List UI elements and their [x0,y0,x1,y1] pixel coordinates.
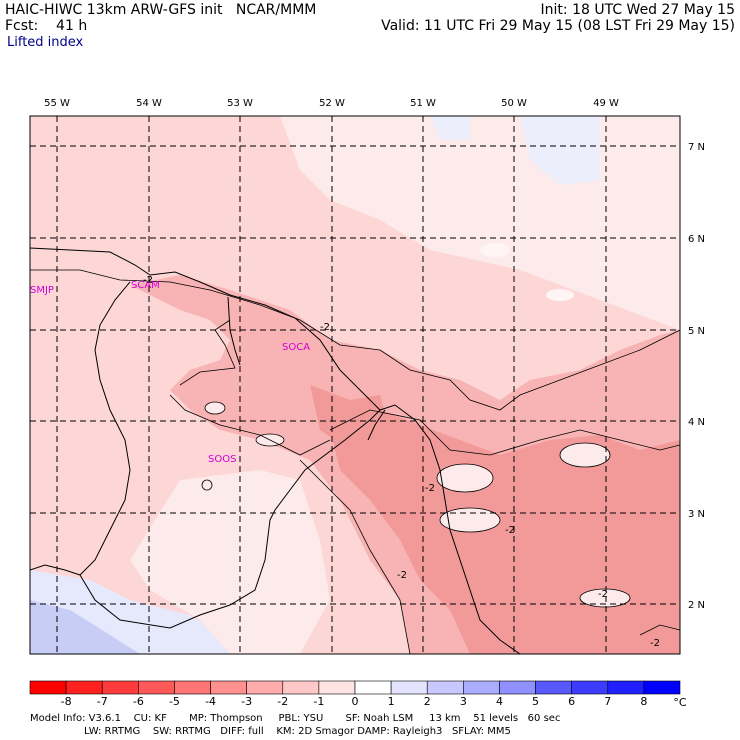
colorbar-tick-label: 7 [604,695,611,708]
colorbar-tick-label: 4 [496,695,503,708]
contour-label: -2 [505,525,515,536]
model-title: HAIC-HIWC 13km ARW-GFS init NCAR/MMM [5,2,317,18]
colorbar-swatch [246,680,284,695]
contour-label: -2 [397,570,407,581]
lon-label: 51 W [410,98,436,109]
colorbar-swatch [571,680,609,695]
field-near-zero-sw [130,470,330,654]
station-soca: SOCA [282,342,310,353]
colorbar-swatch [174,680,211,695]
colorbar-tick-label: -5 [169,695,180,708]
colorbar-ticks: -8 -7 -6 -5 -4 -3 -2 -1 0 1 2 3 4 5 6 7 8 [61,695,648,708]
pocket-4 [580,589,630,607]
colorbar-swatch [29,680,67,695]
lon-label: 53 W [227,98,253,109]
colorbar-swatch [318,680,356,695]
contour-label: -2 [320,322,330,333]
valid-time: Valid: 11 UTC Fri 29 May 15 (08 LST Fri … [381,18,735,34]
pocket-7 [480,243,510,257]
colorbar-tick-label: 1 [388,695,395,708]
pocket-2 [560,443,610,467]
field-negative-strong-2 [310,385,390,450]
field-name: Lifted index [7,35,84,50]
contour-label: -2 [143,275,153,286]
model-info-line2: LW: RRTMG SW: RRTMG DIFF: full KM: 2D Sm… [30,726,511,737]
contour-label: -2 [425,483,435,494]
pocket-8 [546,289,574,301]
pocket-3 [440,508,500,532]
lat-label: 5 N [688,326,705,337]
colorbar-swatch [101,680,139,695]
colorbar-tick-label: -4 [205,695,216,708]
field-positive-n [430,116,470,140]
lon-label: 52 W [319,98,345,109]
lat-label: 3 N [688,509,705,520]
colorbar-swatch [282,680,320,695]
colorbar-tick-label: 5 [532,695,539,708]
lon-label: 54 W [136,98,162,109]
colorbar-swatch [643,680,681,695]
field-positive-ne [520,116,600,185]
colorbar-swatch [535,680,572,695]
lon-label: 50 W [501,98,527,109]
colorbar-unit: °C [673,696,687,709]
pocket-1 [437,464,493,492]
lon-label: 55 W [44,98,70,109]
coastlines-borders [30,247,521,654]
colorbar-swatch [65,680,103,695]
lon-label: 49 W [593,98,619,109]
station-smjp: SMJP [30,285,54,296]
colorbar-swatch [426,680,464,695]
colorbar-tick-label: 3 [460,695,467,708]
colorbar-tick-label: 8 [640,695,647,708]
colorbar-tick-label: -7 [97,695,108,708]
colorbar-tick-label: 2 [424,695,431,708]
colorbar-swatch [390,680,428,695]
colorbar [29,680,681,695]
colorbar-swatch [499,680,536,695]
graticule [30,116,680,654]
contour-label: -2 [598,589,608,600]
colorbar-tick-label: -2 [277,695,288,708]
contour-label: -2 [650,638,660,649]
pocket-6 [205,402,225,414]
colorbar-tick-label: -6 [133,695,144,708]
forecast-hour: Fcst: 41 h [5,18,88,34]
colorbar-swatch [138,680,175,695]
station-soos: SOOS [208,454,236,465]
colorbar-tick-label: 6 [568,695,575,708]
colorbar-tick-label: -8 [61,695,72,708]
lat-label: 6 N [688,234,705,245]
colorbar-swatch [607,680,645,695]
init-time: Init: 18 UTC Wed 27 May 15 [540,2,735,18]
map-frame [29,115,681,655]
colorbar-swatch [354,680,392,695]
station-scam: SCAM [131,280,160,291]
colorbar-swatch [210,680,247,695]
lifted-index-field: -2 -2 -2 -2 -2 -2 -2 SMJP SOCA SOOS SCAM [30,116,680,654]
colorbar-swatch [463,680,500,695]
colorbar-tick-label: 0 [352,695,359,708]
lat-label: 2 N [688,600,705,611]
lat-label: 4 N [688,417,705,428]
colorbar-tick-label: -3 [241,695,252,708]
model-info-line1: Model Info: V3.6.1 CU: KF MP: Thompson P… [30,713,561,724]
colorbar-tick-label: -1 [313,695,324,708]
lat-label: 7 N [688,142,705,153]
